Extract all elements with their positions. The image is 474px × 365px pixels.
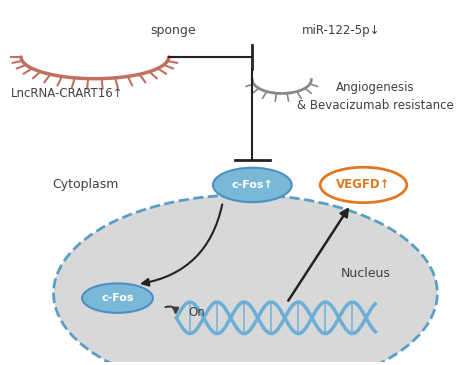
Text: VEGFD↑: VEGFD↑ [336, 178, 391, 192]
Text: c-Fos↑: c-Fos↑ [231, 180, 273, 190]
Ellipse shape [213, 168, 292, 202]
Ellipse shape [82, 283, 153, 313]
FancyArrowPatch shape [142, 204, 222, 285]
Text: LncRNA-CRART16↑: LncRNA-CRART16↑ [11, 87, 124, 100]
Text: Nucleus: Nucleus [340, 267, 391, 280]
Ellipse shape [320, 167, 407, 203]
Text: sponge: sponge [151, 24, 196, 37]
Text: miR-122-5p↓: miR-122-5p↓ [301, 24, 380, 37]
Text: Angiogenesis
& Bevacizumab resistance: Angiogenesis & Bevacizumab resistance [297, 81, 454, 112]
Text: Cytoplasm: Cytoplasm [53, 178, 119, 192]
Ellipse shape [54, 195, 438, 365]
FancyArrowPatch shape [288, 209, 347, 301]
Text: On: On [188, 306, 205, 319]
FancyArrowPatch shape [165, 307, 178, 313]
Text: c-Fos: c-Fos [101, 293, 134, 303]
